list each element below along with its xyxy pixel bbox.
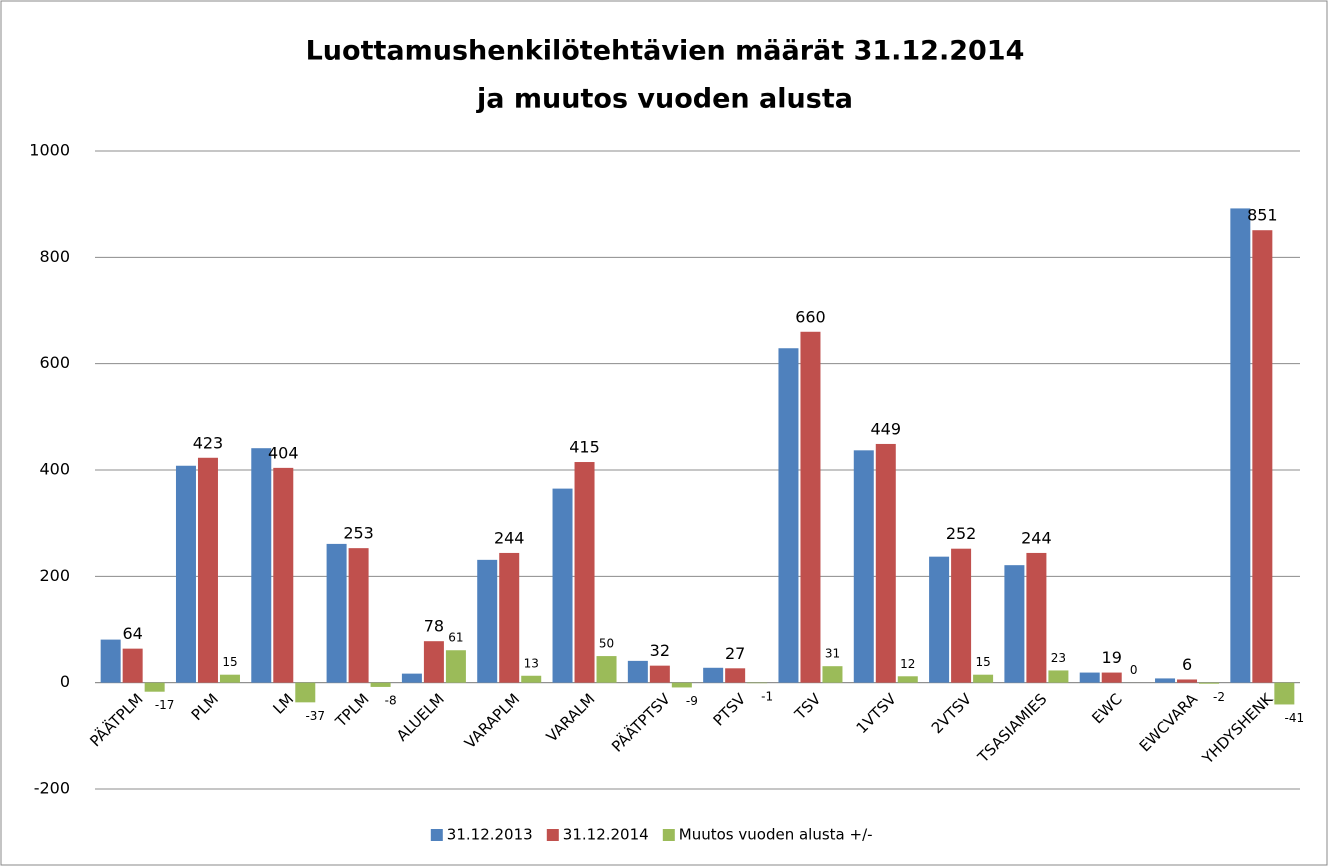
y-tick-label: 0 (60, 672, 70, 691)
bar (973, 674, 994, 683)
data-label: 449 (871, 419, 902, 438)
bar (295, 682, 316, 703)
bar (175, 465, 196, 683)
bar (144, 682, 165, 692)
legend-swatch (546, 829, 559, 841)
bar (552, 488, 573, 683)
bar (800, 331, 821, 683)
data-label: 851 (1247, 206, 1278, 225)
data-label: -2 (1213, 690, 1225, 704)
data-label: 415 (569, 438, 600, 457)
data-label: 252 (946, 524, 977, 543)
bar (1252, 230, 1273, 683)
data-label: 15 (975, 655, 990, 669)
data-label: -8 (385, 693, 397, 707)
bar (1004, 565, 1025, 683)
bar (197, 457, 218, 683)
bar (703, 667, 724, 683)
bar (627, 660, 648, 683)
bar (671, 682, 692, 688)
data-label: 6 (1182, 655, 1192, 674)
chart-title: ja muutos vuoden alusta (476, 84, 853, 115)
bar (1274, 682, 1295, 705)
bar (929, 556, 950, 683)
data-label: -37 (305, 709, 325, 723)
bar (1155, 678, 1176, 683)
bar (1230, 208, 1251, 683)
legend-label: Muutos vuoden alusta +/- (679, 826, 873, 844)
bar (1079, 672, 1100, 683)
data-label: -9 (686, 694, 698, 708)
bar (445, 650, 466, 683)
bar (747, 682, 768, 684)
bar (1048, 670, 1069, 683)
bar (100, 639, 121, 683)
y-tick-label: -200 (34, 779, 70, 798)
y-tick-label: 200 (39, 566, 70, 585)
data-label: 15 (222, 655, 237, 669)
bar (273, 467, 294, 683)
data-label: 253 (343, 524, 374, 543)
bar (251, 448, 272, 683)
data-label: -1 (761, 690, 773, 704)
bar (499, 552, 520, 683)
data-label: 23 (1051, 651, 1066, 665)
data-label: 19 (1102, 648, 1122, 667)
data-label: 32 (650, 641, 670, 660)
bar (1026, 552, 1047, 683)
data-label: 423 (193, 433, 224, 452)
bar (822, 666, 843, 683)
bar (219, 674, 240, 683)
bar (853, 450, 874, 683)
bar (401, 673, 422, 683)
data-label: 404 (268, 443, 299, 462)
bar (1199, 682, 1220, 684)
legend-swatch (430, 829, 443, 841)
legend-label: 31.12.2013 (447, 826, 533, 844)
bar (951, 548, 972, 683)
data-label: 660 (795, 307, 826, 326)
legend-swatch (662, 829, 675, 841)
data-label: 12 (900, 657, 915, 671)
y-tick-label: 400 (39, 460, 70, 479)
data-label: 13 (524, 656, 539, 670)
data-label: 78 (424, 617, 444, 636)
bar (477, 559, 498, 683)
bar (122, 648, 143, 683)
y-tick-label: 800 (39, 247, 70, 266)
bar (778, 348, 799, 683)
bar (348, 548, 369, 683)
data-label: 244 (494, 528, 525, 547)
bar (875, 443, 896, 683)
chart-title: Luottamushenkilötehtävien määrät 31.12.2… (306, 36, 1025, 67)
bar (596, 656, 617, 683)
bar (649, 665, 670, 683)
legend-label: 31.12.2014 (563, 826, 649, 844)
bar (1177, 679, 1198, 683)
bar (897, 676, 918, 683)
data-label: 27 (725, 644, 745, 663)
bar (725, 668, 746, 683)
data-label: 0 (1130, 663, 1138, 677)
data-label: 61 (448, 631, 463, 645)
y-tick-label: 600 (39, 353, 70, 372)
data-label: 244 (1021, 528, 1052, 547)
y-tick-label: 1000 (29, 141, 70, 160)
data-label: 64 (122, 624, 142, 643)
data-label: -41 (1285, 711, 1305, 725)
data-label: 31 (825, 647, 840, 661)
bar (574, 462, 595, 683)
bar (1101, 672, 1122, 683)
data-label: -17 (155, 698, 175, 712)
data-label: 50 (599, 637, 614, 651)
bar (423, 641, 444, 683)
bar (370, 682, 391, 687)
bar (521, 675, 542, 683)
bar (326, 543, 347, 683)
